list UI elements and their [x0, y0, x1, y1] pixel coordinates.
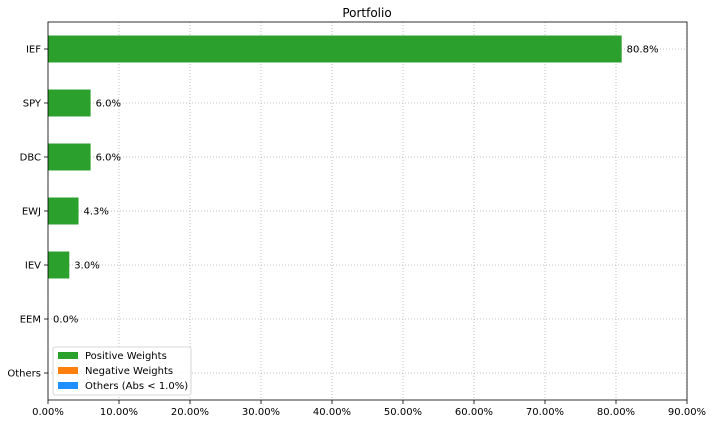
y-tick-label: DBC [20, 153, 41, 164]
x-tick-label: 20.00% [171, 407, 209, 418]
x-tick-label: 60.00% [455, 407, 493, 418]
bar-ewj [48, 197, 79, 225]
legend: Positive Weights Negative Weights Others (… [52, 346, 192, 396]
x-tick-label: 70.00% [526, 407, 564, 418]
x-tick-label: 10.00% [100, 407, 138, 418]
y-tick-label: IEF [26, 45, 41, 56]
x-tick-label: 50.00% [384, 407, 422, 418]
data-label-dbc: 6.0% [96, 153, 121, 164]
y-tick-label: IEV [25, 261, 41, 272]
bar-ief [48, 35, 622, 63]
data-label-ewj: 4.3% [84, 207, 109, 218]
x-axis: 0.00% 10.00% 20.00% 30.00% 40.00% 50.00% 60.00… [32, 400, 706, 418]
y-tick-label: Others [7, 369, 41, 380]
y-tick-label: EEM [20, 315, 41, 326]
x-tick-label: 90.00% [668, 407, 706, 418]
legend-label: Others (Abs < 1.0%) [85, 381, 188, 392]
x-tick-label: 0.00% [32, 407, 64, 418]
y-tick-label: SPY [23, 99, 42, 110]
chart-title: Portfolio [342, 6, 391, 20]
grid-layer [47, 22, 688, 400]
legend-swatch [58, 352, 78, 359]
legend-box [52, 346, 192, 396]
data-label-iev: 3.0% [74, 261, 99, 272]
x-tick-label: 30.00% [242, 407, 280, 418]
y-axis: IEF SPY DBC EWJ IEV EEM Others [7, 45, 48, 380]
bar-spy [48, 89, 91, 117]
legend-label: Negative Weights [85, 366, 173, 377]
legend-swatch [58, 382, 78, 389]
bar-dbc [48, 143, 91, 171]
bars-layer [48, 35, 622, 279]
x-tick-label: 80.00% [597, 407, 635, 418]
data-label-spy: 6.0% [96, 99, 121, 110]
data-labels-layer: 80.8% 6.0% 6.0% 4.3% 3.0% 0.0% [53, 45, 658, 326]
data-label-eem: 0.0% [53, 315, 78, 326]
x-tick-label: 40.00% [313, 407, 351, 418]
legend-swatch [58, 367, 78, 374]
data-label-ief: 80.8% [627, 45, 659, 56]
legend-label: Positive Weights [85, 351, 167, 362]
bar-iev [48, 251, 70, 279]
y-tick-label: EWJ [22, 207, 41, 218]
